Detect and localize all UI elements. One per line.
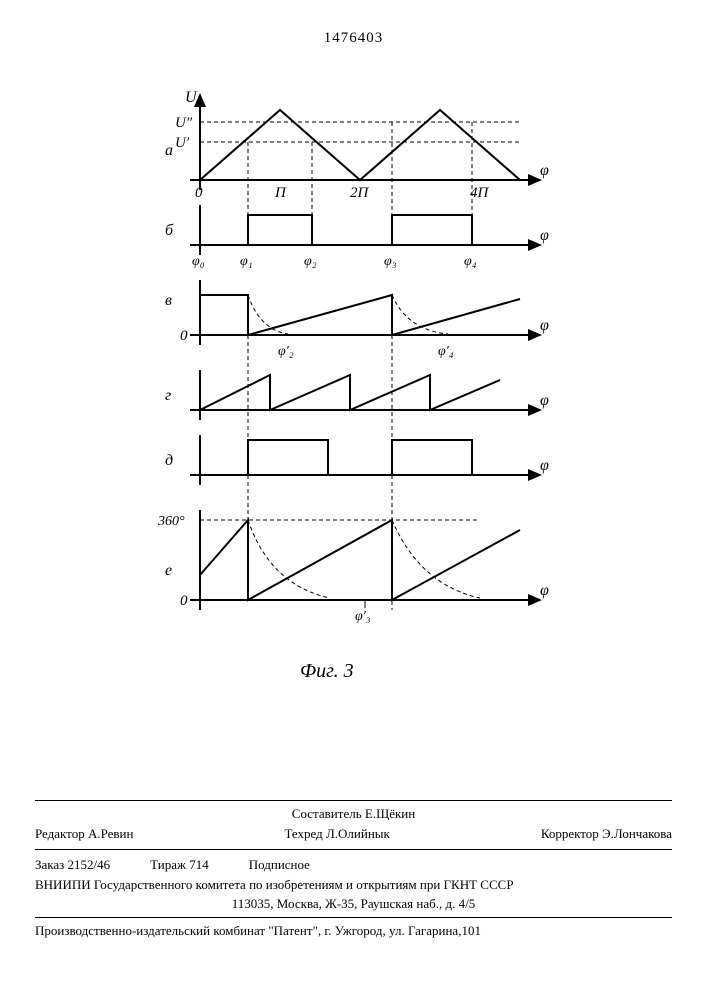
order-row: Заказ 2152/46 Тираж 714 Подписное	[35, 854, 672, 876]
figure-caption: Фиг. 3	[300, 660, 354, 683]
footer-rule-2	[35, 849, 672, 850]
svg-text:φ₃: φ₃	[384, 254, 397, 269]
svg-text:0: 0	[180, 328, 188, 344]
panel-d: д φ	[165, 435, 549, 485]
org-line-1: ВНИИПИ Государственного комитета по изоб…	[35, 876, 672, 894]
tech-editor: Техред Л.Олийнык	[284, 825, 389, 843]
svg-text:φ₁: φ₁	[240, 254, 253, 269]
svg-text:φ: φ	[540, 392, 549, 409]
svg-text:д: д	[165, 452, 173, 469]
svg-text:2П: 2П	[350, 185, 370, 201]
svg-text:4П: 4П	[470, 185, 490, 201]
editor: Редактор А.Ревин	[35, 825, 133, 843]
svg-text:U: U	[185, 89, 198, 106]
svg-text:б: б	[165, 222, 174, 239]
footer-block: Составитель Е.Щёкин Редактор А.Ревин Тех…	[35, 796, 672, 940]
svg-text:360°: 360°	[157, 514, 185, 529]
svg-text:0: 0	[195, 185, 203, 201]
svg-text:φ₀: φ₀	[192, 254, 205, 269]
svg-text:φ₂: φ₂	[304, 254, 317, 269]
order-number: Заказ 2152/46	[35, 856, 110, 874]
svg-text:φ′₂: φ′₂	[278, 344, 294, 359]
svg-text:φ: φ	[540, 582, 549, 599]
svg-text:φ₄: φ₄	[464, 254, 477, 269]
svg-text:г: г	[165, 387, 171, 404]
subscription: Подписное	[249, 856, 310, 874]
corrector: Корректор Э.Лончакова	[541, 825, 672, 843]
timing-diagram-svg: U φ а U″ U′ 0 П 2П 4П б φ φ₀ φ₁ φ₂ φ₃ φ₄	[120, 80, 560, 650]
credits-row: Редактор А.Ревин Техред Л.Олийнык Коррек…	[35, 823, 672, 845]
svg-text:U′: U′	[175, 135, 190, 151]
svg-text:в: в	[165, 292, 172, 309]
circulation: Тираж 714	[150, 856, 209, 874]
svg-text:U″: U″	[175, 115, 193, 131]
svg-text:φ: φ	[540, 317, 549, 334]
panel-a: U φ а U″ U′ 0 П 2П 4П	[165, 89, 549, 245]
svg-text:φ′₃: φ′₃	[355, 609, 371, 624]
svg-text:φ: φ	[540, 162, 549, 179]
page-number: 1476403	[324, 30, 384, 47]
svg-text:е: е	[165, 562, 172, 579]
panel-b: б φ φ₀ φ₁ φ₂ φ₃ φ₄	[165, 205, 549, 269]
svg-text:П: П	[274, 185, 287, 201]
panel-e: 360° е 0 φ φ′₃	[157, 510, 549, 624]
org-line-2: 113035, Москва, Ж-35, Раушская наб., д. …	[35, 895, 672, 913]
svg-text:φ′₄: φ′₄	[438, 344, 454, 359]
figure-3: U φ а U″ U′ 0 П 2П 4П б φ φ₀ φ₁ φ₂ φ₃ φ₄	[120, 80, 560, 680]
svg-text:φ: φ	[540, 227, 549, 244]
panel-a-label: а	[165, 142, 173, 159]
svg-text:φ: φ	[540, 457, 549, 474]
svg-text:0: 0	[180, 593, 188, 609]
compiler-line: Составитель Е.Щёкин	[35, 805, 672, 823]
printer-line: Производственно-издательский комбинат "П…	[35, 922, 672, 940]
footer-rule-3	[35, 917, 672, 918]
footer-rule-1	[35, 800, 672, 801]
panel-v: в 0 φ φ′₂ φ′₄	[165, 280, 549, 610]
panel-g: г φ	[165, 370, 549, 420]
